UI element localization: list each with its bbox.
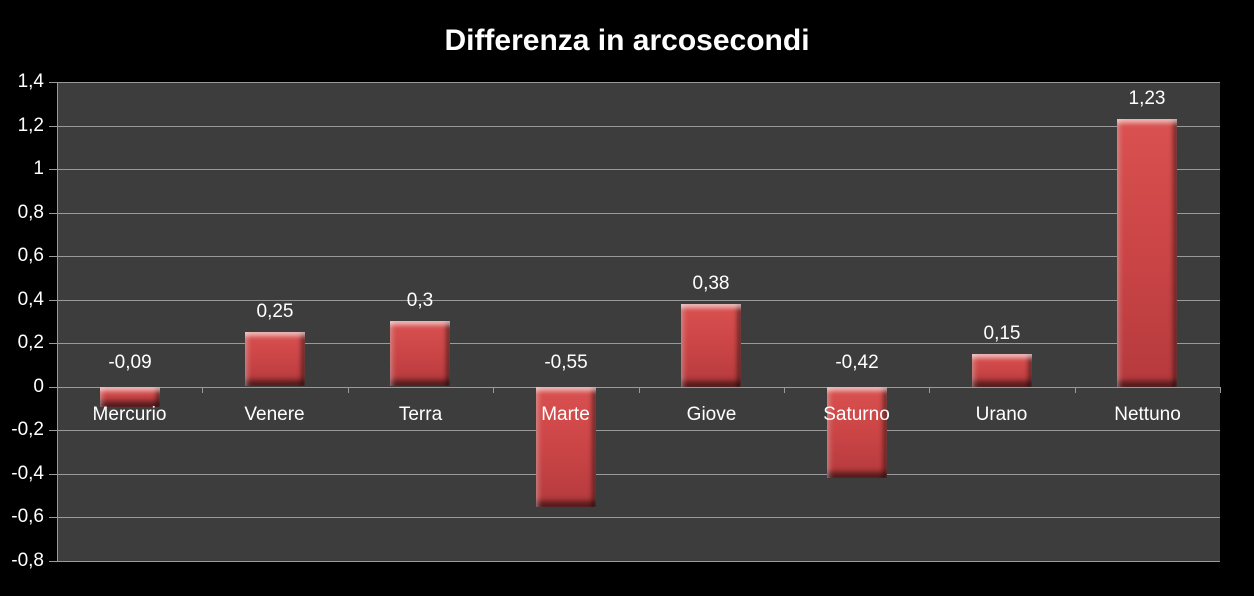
- gridline: [57, 474, 1220, 475]
- y-tick-label: -0,8: [11, 550, 44, 571]
- category-boundary-tick: [57, 387, 58, 393]
- y-axis-tick: [49, 300, 57, 301]
- bar-value-label: -0,42: [835, 352, 879, 373]
- y-tick-label: 1,4: [17, 71, 44, 92]
- plot-area: [57, 82, 1220, 562]
- y-axis-line: [57, 82, 58, 562]
- category-label-giove: Giove: [686, 404, 737, 425]
- category-label-nettuno: Nettuno: [1114, 404, 1181, 425]
- y-tick-label: 0,2: [17, 332, 44, 353]
- bar-mercurio: [100, 387, 160, 407]
- y-axis-tick: [49, 213, 57, 214]
- y-tick-label: 0,4: [17, 289, 44, 310]
- category-label-marte: Marte: [541, 404, 590, 425]
- category-label-venere: Venere: [244, 404, 305, 425]
- category-boundary-tick: [348, 387, 349, 393]
- bar-marte: [536, 387, 596, 507]
- y-tick-label: 1: [33, 158, 44, 179]
- bar-urano: [972, 354, 1032, 387]
- y-axis-tick: [49, 126, 57, 127]
- y-axis-tick: [49, 82, 57, 83]
- y-axis-tick: [49, 430, 57, 431]
- category-boundary-tick: [1075, 387, 1076, 393]
- bar-value-label: -0,09: [108, 352, 152, 373]
- category-boundary-tick: [929, 387, 930, 393]
- y-tick-label: 0,8: [17, 202, 44, 223]
- chart-title: Differenza in arcosecondi: [444, 24, 810, 57]
- y-axis-tick: [49, 343, 57, 344]
- gridline: [57, 430, 1220, 431]
- y-tick-label: -0,2: [11, 419, 44, 440]
- bar-value-label: -0,55: [544, 352, 588, 373]
- gridline: [57, 256, 1220, 257]
- gridline: [57, 343, 1220, 344]
- bar-value-label: 0,38: [692, 273, 730, 294]
- bar-value-label: 0,15: [983, 323, 1021, 344]
- category-boundary-tick: [202, 387, 203, 393]
- category-boundary-tick: [784, 387, 785, 393]
- y-axis-tick: [49, 169, 57, 170]
- y-tick-label: 1,2: [17, 115, 44, 136]
- y-tick-label: 0,6: [17, 245, 44, 266]
- gridline: [57, 213, 1220, 214]
- category-boundary-tick: [493, 387, 494, 393]
- y-tick-label: -0,6: [11, 506, 44, 527]
- bar-saturno: [827, 387, 887, 478]
- y-axis-tick: [49, 387, 57, 388]
- gridline: [57, 82, 1220, 83]
- gridline: [57, 517, 1220, 518]
- category-label-terra: Terra: [398, 404, 443, 425]
- category-boundary-tick: [1220, 387, 1221, 393]
- category-label-urano: Urano: [975, 404, 1028, 425]
- bar-nettuno: [1117, 119, 1177, 387]
- y-axis-tick: [49, 474, 57, 475]
- gridline: [57, 169, 1220, 170]
- y-axis-tick: [49, 517, 57, 518]
- y-axis-tick: [49, 256, 57, 257]
- gridline: [57, 126, 1220, 127]
- bar-value-label: 1,23: [1128, 88, 1166, 109]
- gridline: [57, 561, 1220, 562]
- bar-value-label: 0,25: [256, 301, 294, 322]
- y-axis-tick: [49, 561, 57, 562]
- gridline: [57, 387, 1220, 388]
- gridline: [57, 300, 1220, 301]
- y-tick-label: 0: [33, 376, 44, 397]
- y-tick-label: -0,4: [11, 463, 44, 484]
- bar-giove: [681, 304, 741, 387]
- bar-value-label: 0,3: [406, 290, 434, 311]
- category-label-saturno: Saturno: [823, 404, 890, 425]
- bar-terra: [390, 321, 450, 386]
- category-label-mercurio: Mercurio: [92, 404, 167, 425]
- category-boundary-tick: [639, 387, 640, 393]
- bar-venere: [245, 332, 305, 386]
